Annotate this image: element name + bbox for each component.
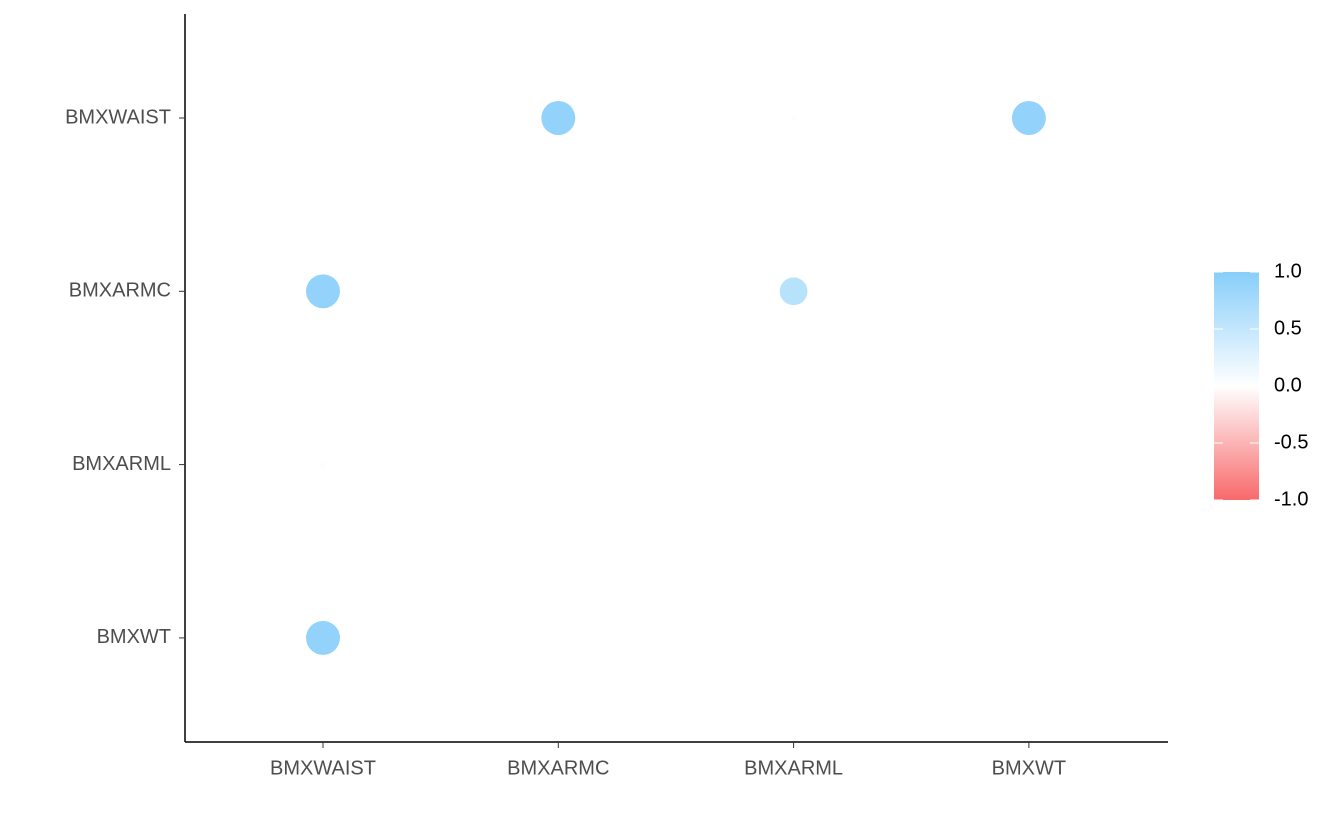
colorbar-label: 0.5 — [1274, 317, 1302, 339]
y-tick-label: BMXWAIST — [65, 106, 171, 128]
corr-point — [541, 101, 576, 135]
colorbar-label: 0.0 — [1274, 374, 1302, 396]
corr-point — [306, 274, 340, 309]
legend: 1.0 0.5 0.0 -0.5 -1.0 — [1214, 260, 1308, 510]
corr-point — [306, 620, 340, 655]
colorbar-label: -0.5 — [1274, 431, 1308, 453]
y-tick-label: BMXARMC — [69, 280, 171, 302]
colorbar-label: 1.0 — [1274, 260, 1302, 282]
x-tick-label: BMXARML — [744, 757, 843, 779]
x-tick-label: BMXWT — [992, 757, 1066, 779]
colorbar-label: -1.0 — [1274, 488, 1308, 510]
corr-point — [319, 461, 327, 468]
x-tick-label: BMXWAIST — [270, 757, 376, 779]
y-tick-label: BMXARML — [72, 453, 171, 475]
corr-point — [1011, 101, 1046, 135]
corr-point — [779, 277, 808, 306]
corr-point — [790, 114, 797, 122]
x-tick-label: BMXARMC — [507, 757, 609, 779]
y-tick-label: BMXWT — [97, 626, 171, 648]
